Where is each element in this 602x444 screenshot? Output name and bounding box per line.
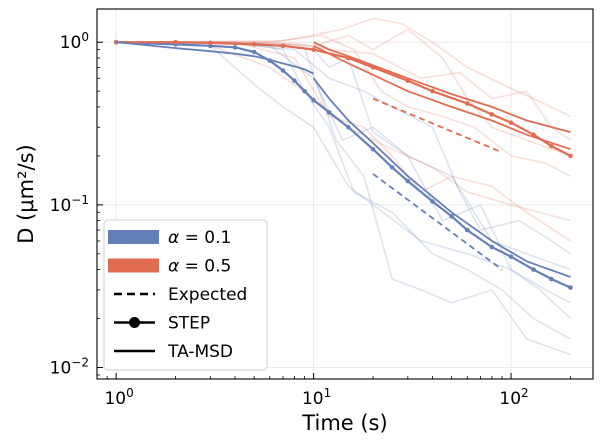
step-marker (568, 285, 573, 290)
step-marker (370, 65, 376, 70)
step-marker (251, 42, 257, 47)
x-tick-label: 102 (499, 386, 528, 409)
step-marker (489, 244, 495, 250)
legend-label: Expected (168, 285, 247, 305)
tamsd-line (313, 44, 571, 151)
step-marker (280, 43, 286, 49)
trajectory-line (116, 28, 571, 157)
legend-frame (103, 219, 268, 371)
step-marker (173, 39, 178, 45)
step-marker (430, 199, 435, 204)
trajectory-line (116, 41, 571, 304)
expected-line (372, 97, 503, 154)
step-marker (464, 227, 470, 233)
plot-frame (96, 8, 594, 380)
trajectory-line (116, 41, 571, 222)
step-marker (405, 78, 411, 83)
legend-label: STEP (168, 314, 210, 334)
step-marker (346, 124, 351, 130)
trajectory-line (116, 34, 571, 177)
y-tick-label: 100 (60, 30, 89, 53)
y-axis-label-text: D (μm²/s) (14, 144, 38, 243)
tamsd-line (312, 77, 571, 278)
step-marker (346, 55, 351, 61)
step-marker (208, 40, 213, 46)
expected-line (372, 173, 503, 271)
legend-swatch (108, 258, 159, 273)
step-marker (292, 78, 297, 83)
trajectory-line (116, 41, 571, 340)
step-marker (531, 267, 536, 272)
legend-label: α = 0.5 (168, 257, 231, 277)
y-tick-label: 10−1 (50, 193, 89, 216)
trajectory-line (116, 41, 571, 141)
step-marker (449, 214, 454, 219)
step-marker (280, 68, 286, 73)
step-marker (389, 165, 395, 170)
series-lines (113, 39, 573, 290)
x-tick-label: 101 (302, 386, 331, 409)
legend-swatch (108, 230, 159, 244)
step-marker (251, 49, 257, 55)
step-marker (568, 153, 573, 159)
step-marker (311, 47, 316, 52)
step-marker (508, 120, 514, 125)
step-marker (370, 146, 376, 152)
legend-marker-dot (129, 317, 140, 328)
step-marker (326, 110, 332, 115)
y-tick-label: 10−2 (50, 356, 89, 379)
step-line (116, 41, 572, 157)
step-marker (464, 101, 470, 106)
step-marker (549, 143, 554, 149)
step-marker (489, 112, 495, 117)
trajectory-line (116, 17, 571, 118)
step-marker (311, 97, 316, 103)
tamsd-line (116, 41, 314, 75)
trajectory-line (116, 41, 571, 255)
step-marker (430, 88, 435, 94)
step-marker (508, 254, 514, 260)
x-axis-label: Time (s) (301, 411, 387, 435)
y-axis-label: D (μm²/s) (14, 144, 38, 243)
legend-label: α = 0.1 (168, 228, 231, 248)
legend: α = 0.1 α = 0.5 Expected STEP TA-MSD (103, 219, 268, 371)
legend-label: TA-MSD (167, 342, 233, 362)
axis-ticks: 100 101 102 10−2 10−1 100 (50, 30, 571, 409)
step-marker (549, 276, 554, 282)
trajectory-line (116, 41, 571, 242)
step-marker (405, 178, 411, 184)
x-tick-label: 100 (104, 386, 133, 409)
tamsd-line (313, 41, 571, 133)
step-marker (232, 45, 238, 50)
step-marker (302, 88, 307, 94)
